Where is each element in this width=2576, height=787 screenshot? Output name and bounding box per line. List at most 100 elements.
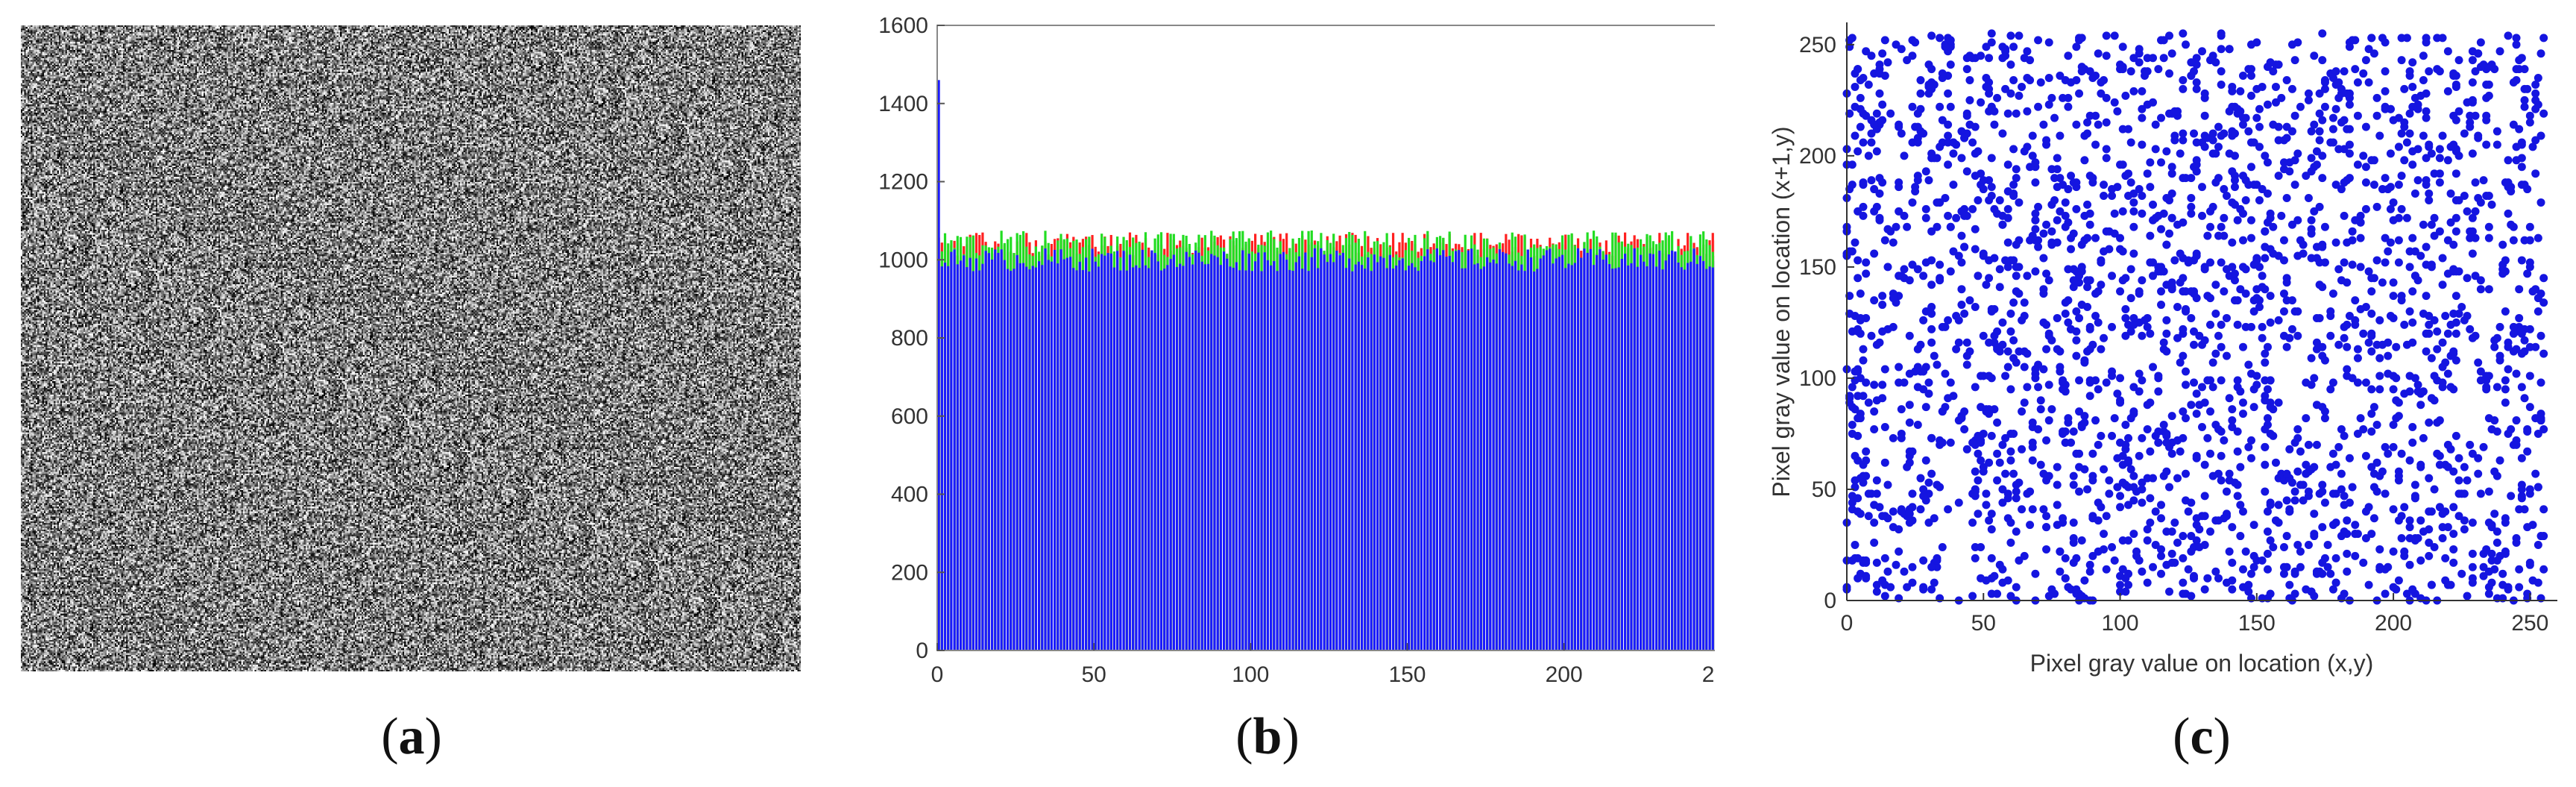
scatter-point [2509,222,2518,231]
histogram-x-tick-label: 200 [1546,662,1583,687]
scatter-point [2244,360,2253,369]
scatter-point [2159,54,2168,63]
scatter-point [1924,89,1933,98]
histogram-bar-blue [1502,251,1505,650]
scatter-point [2091,140,2100,149]
scatter-point [2091,72,2100,81]
histogram-bar-blue [1310,257,1313,651]
histogram-bar-blue [1398,260,1401,650]
scatter-point [1913,363,1922,371]
scatter-point [1987,554,1996,562]
scatter-point [2287,84,2296,93]
scatter-point [1913,345,1922,354]
scatter-point [2110,31,2119,40]
scatter-point [2192,389,2201,398]
histogram-bar-blue [1182,266,1185,650]
scatter-point [1854,207,1862,216]
scatter-point [2408,423,2417,431]
scatter-point [1870,501,1879,509]
scatter-point [2143,578,2152,587]
scatter-point [1974,476,1983,485]
scatter-point [2110,209,2119,218]
scatter-point [2381,565,2390,574]
histogram-bar-blue [1391,268,1395,650]
histogram-bar-blue [1141,249,1144,651]
scatter-point [1971,225,1980,233]
scatter-point [2129,496,2138,505]
histogram-bar-blue [1705,269,1708,650]
histogram-bar-blue [1065,257,1069,651]
scatter-point [2425,311,2434,320]
scatter-point [2381,233,2390,242]
scatter-point [2187,58,2196,67]
scatter-point [2258,272,2267,280]
histogram-bar-blue [1179,263,1182,650]
scatter-point [2200,540,2209,549]
scatter-point [2003,263,2012,272]
scatter-point [2238,342,2247,351]
scatter-point [2427,354,2436,363]
scatter-point [1944,211,1953,220]
scatter-point [1895,547,1903,556]
scatter-point [2534,100,2542,109]
histogram-bar-blue [1226,258,1229,651]
scatter-point [2296,547,2305,556]
scatter-point [2482,545,2491,554]
scatter-point [2266,292,2275,301]
scatter-point [2263,527,2272,536]
scatter-point [2031,209,2040,218]
scatter-point [2241,547,2250,556]
scatter-point [1990,120,1999,129]
scatter-point [1913,109,1922,118]
scatter-point [2468,149,2477,158]
histogram-bar-blue [1517,270,1520,650]
scatter-point [1946,60,1955,69]
scatter-point [2290,589,2299,598]
scatter-point [2069,471,2078,480]
scatter-point [2263,100,2272,109]
histogram-y-tick-label: 400 [891,483,928,507]
scatter-point [2471,67,2480,76]
scatter-point [1946,438,1955,447]
scatter-point [2261,358,2270,367]
scatter-point [2266,536,2275,545]
scatter-point [2113,454,2122,463]
histogram-bar-blue [1432,262,1435,651]
scatter-point [1897,405,1906,414]
scatter-point [1889,294,1898,303]
scatter-point [2386,311,2395,320]
scatter-point [2427,149,2436,158]
scatter-point [2211,178,2220,187]
scatter-point [2179,433,2188,442]
scatter-point [2034,202,2043,211]
scatter-point [2069,539,2078,547]
scatter-point [2492,127,2501,136]
histogram-bar-blue [1364,269,1367,650]
histogram-bar-blue [1360,265,1364,650]
scatter-point [2315,127,2324,136]
histogram-bar-blue [1304,252,1307,650]
scatter-point [2419,527,2428,536]
scatter-point [2394,142,2403,151]
scatter-point [1892,40,1900,49]
histogram-bar-blue [1411,263,1414,650]
scatter-point [1908,489,1917,498]
scatter-point [2269,120,2278,129]
scatter-point [2279,307,2288,316]
scatter-point [2165,442,2174,451]
scatter-point [2471,207,2480,216]
scatter-point [1954,498,1963,507]
histogram-bar-blue [1119,270,1122,650]
histogram-bar-blue [1010,271,1013,650]
histogram-bar-blue [1558,257,1561,650]
scatter-point [2220,287,2229,296]
scatter-point [1954,316,1963,324]
scatter-point [2116,492,2125,501]
scatter-y-label: Pixel gray value on location (x+1,y) [1768,126,1795,497]
scatter-point [2129,189,2138,198]
scatter-point [2077,592,2086,601]
scatter-point [2167,163,2176,172]
histogram-bar-blue [1332,262,1335,651]
scatter-point [2285,505,2294,514]
